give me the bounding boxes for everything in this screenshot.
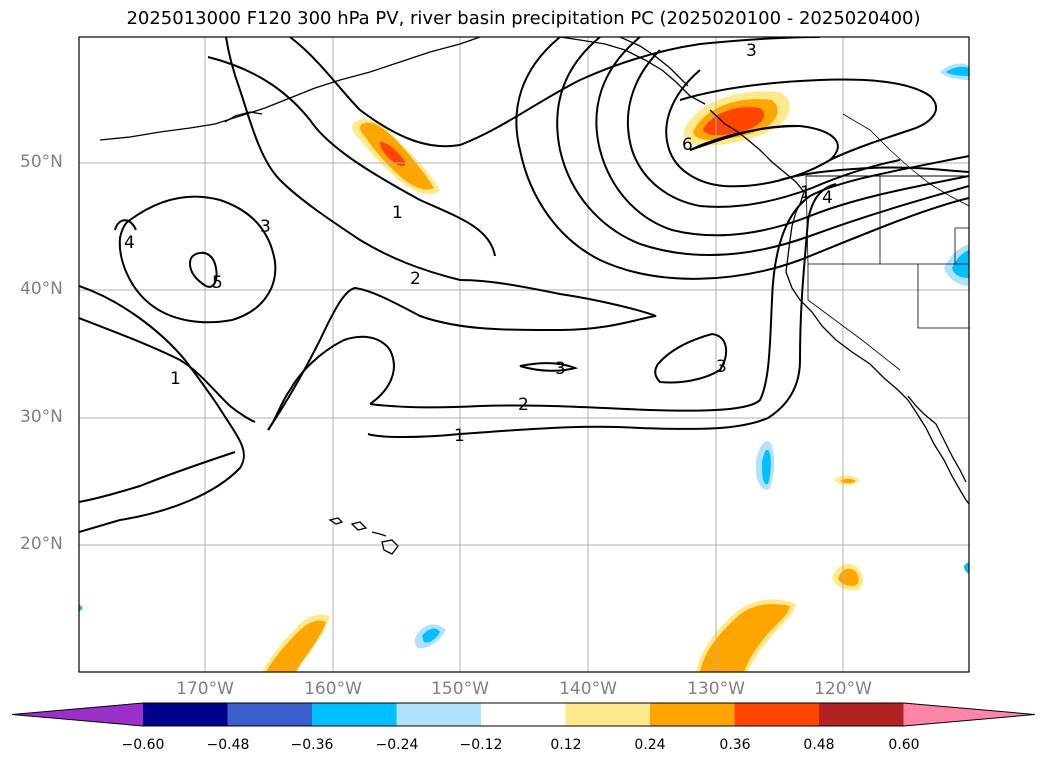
contour-label: 4 <box>124 233 135 253</box>
colorbar-segment <box>143 703 228 726</box>
contour-label: 3 <box>716 357 727 377</box>
contour-label: 3 <box>746 41 757 61</box>
colorbar-label: −0.24 <box>375 737 419 753</box>
gridlines <box>79 37 969 672</box>
contour-label: 2 <box>518 395 529 415</box>
colorbar-segment <box>565 703 651 726</box>
lon-label: 140°W <box>559 679 617 699</box>
colorbar-label: −0.60 <box>121 737 165 753</box>
colorbar-label: −0.48 <box>206 737 250 753</box>
lon-label: 120°W <box>814 679 872 699</box>
contour-label: 1 <box>454 426 465 446</box>
colorbar-segment <box>734 703 820 726</box>
colorbar-label: 0.48 <box>803 737 835 753</box>
lon-label: 150°W <box>431 679 489 699</box>
contour-label: 4 <box>822 188 833 208</box>
colorbar-segment <box>396 703 482 726</box>
colorbar-label: 0.12 <box>550 737 582 753</box>
colorbar-segment <box>227 703 313 726</box>
colorbar-outline <box>11 702 1036 727</box>
colorbar-label: 0.24 <box>634 737 666 753</box>
lat-label: 50°N <box>20 152 63 172</box>
lat-label: 40°N <box>20 279 63 299</box>
contour-label: 2 <box>410 269 421 289</box>
map-frame <box>78 36 970 673</box>
contour-label: 1 <box>800 183 811 203</box>
colorbar-extend-low <box>12 703 143 726</box>
contour-label: 3 <box>260 217 271 237</box>
lat-label: 20°N <box>20 534 63 554</box>
map-title: 2025013000 F120 300 hPa PV, river basin … <box>126 8 921 29</box>
lon-label: 130°W <box>687 679 745 699</box>
colorbar-label: 0.60 <box>888 737 920 753</box>
colorbar-label: 0.36 <box>719 737 751 753</box>
lat-label: 30°N <box>20 407 63 427</box>
colorbar-segment <box>312 703 397 726</box>
pv-contours <box>79 37 969 533</box>
colorbar-label: −0.12 <box>459 737 503 753</box>
colorbar-extend-high <box>903 703 1035 726</box>
colorbar-segment <box>650 703 735 726</box>
contour-label: 6 <box>682 135 693 155</box>
colorbar-label: −0.36 <box>290 737 334 753</box>
contour-label: 1 <box>170 369 181 389</box>
contour-labels: 1 1 1 1 2 2 3 3 3 3 4 4 5 6 <box>124 41 833 446</box>
colorbar-segment <box>819 703 904 726</box>
map-area <box>79 37 969 672</box>
lon-label: 170°W <box>176 679 234 699</box>
contour-label: 1 <box>392 203 403 223</box>
contour-label: 3 <box>555 359 566 379</box>
precip-shading <box>79 63 969 672</box>
contour-label: 5 <box>212 273 223 293</box>
colorbar <box>11 702 1036 727</box>
lon-label: 160°W <box>304 679 362 699</box>
colorbar-segment <box>481 703 566 726</box>
